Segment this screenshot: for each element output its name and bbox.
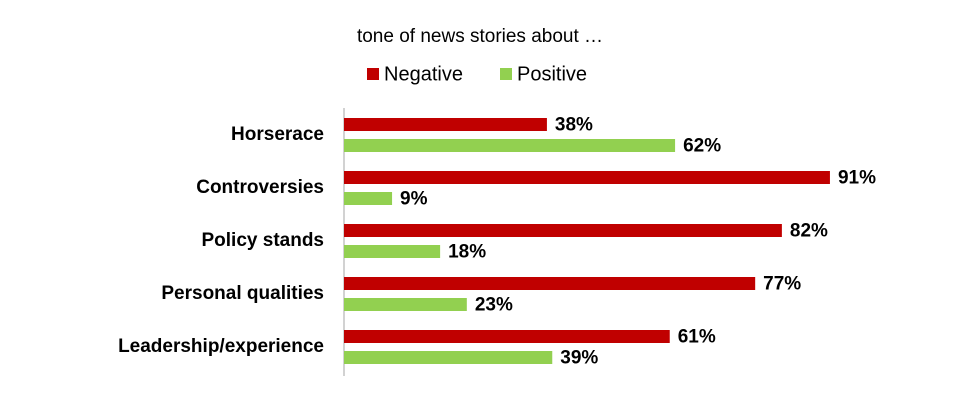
value-label: 77%: [763, 274, 801, 295]
bar: [344, 351, 553, 364]
bar: [344, 245, 441, 258]
legend-label: Negative: [384, 63, 463, 85]
y-tick-label: Leadership/experience: [118, 336, 324, 357]
y-tick-label: Controversies: [196, 177, 324, 198]
bar: [344, 298, 467, 311]
chart-title: tone of news stories about …: [357, 26, 603, 47]
bar: [344, 277, 756, 290]
y-tick-label: Policy stands: [202, 230, 325, 251]
value-label: 39%: [560, 348, 598, 369]
bar: [344, 224, 782, 237]
y-tick-label: Personal qualities: [161, 283, 324, 304]
bar: [344, 171, 830, 184]
legend-swatch: [367, 68, 379, 80]
legend-label: Positive: [517, 63, 587, 85]
value-label: 38%: [555, 115, 593, 136]
value-label: 62%: [683, 136, 721, 157]
bar: [344, 139, 676, 152]
value-label: 91%: [838, 168, 876, 189]
bar: [344, 330, 670, 343]
value-label: 18%: [448, 242, 486, 263]
value-label: 61%: [678, 327, 716, 348]
value-label: 23%: [475, 295, 513, 316]
legend-swatch: [500, 68, 512, 80]
y-tick-label: Horserace: [231, 124, 324, 145]
value-label: 9%: [400, 189, 428, 210]
value-label: 82%: [790, 221, 828, 242]
bar: [344, 118, 547, 131]
bar: [344, 192, 393, 205]
